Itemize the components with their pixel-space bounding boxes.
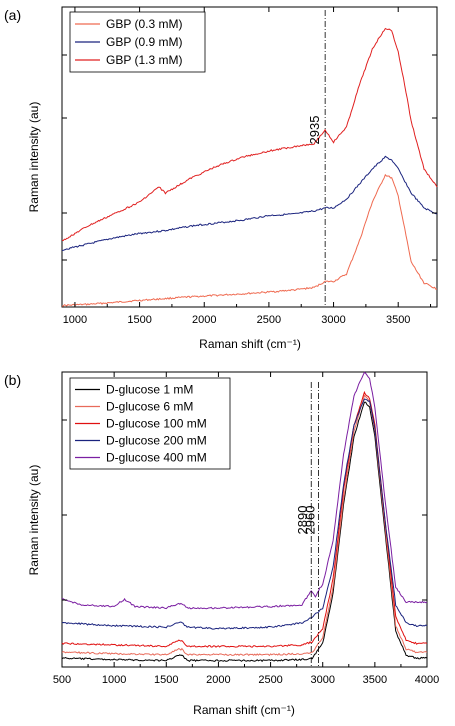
panel-a-x-ticks: 1000 1500 2000 2500 3000 3500	[63, 7, 432, 326]
panel-b-series-line-4	[61, 398, 428, 630]
panel-b-x-axis-label: Raman shift (cm⁻¹)	[193, 703, 295, 717]
panel-a-series-line-1	[62, 173, 438, 307]
panel-b-x-tick-label: 2500	[258, 674, 282, 686]
panel-b-legend-entry: D-glucose 1 mM	[106, 383, 193, 397]
panel-a-y-axis-label: Raman intensity (au)	[27, 102, 41, 213]
panel-a-legend-entry: GBP (1.3 mM)	[106, 53, 182, 67]
panel-b-x-tick-label: 3000	[310, 674, 334, 686]
panel-a-annotation-label-2935: 2935	[307, 116, 322, 145]
panel-a-y-ticks	[62, 54, 437, 261]
panel-b-series-line-5	[61, 371, 428, 610]
panel-b-label: (b)	[4, 372, 21, 388]
panel-a-series-group	[61, 27, 438, 307]
panel-b-series-line-2	[61, 394, 428, 657]
panel-b-x-ticks: 500 1000 1500 2000 2500 3000 3500 4000	[53, 372, 439, 686]
panel-a-legend-entry: GBP (0.3 mM)	[106, 17, 182, 31]
panel-b-x-tick-label: 2000	[206, 674, 230, 686]
panel-a-series-line-3	[61, 27, 438, 242]
panel-b-y-axis-label: Raman intensity (au)	[27, 465, 41, 576]
panel-b-x-tick-label: 1500	[154, 674, 178, 686]
panel-b-y-ticks	[62, 419, 427, 601]
panel-b-legend-entry: D-glucose 6 mM	[106, 400, 193, 414]
panel-a-x-tick-label: 3500	[386, 314, 410, 326]
panel-a-x-tick-label: 2500	[257, 314, 281, 326]
panel-b-legend-entry: D-glucose 400 mM	[106, 451, 207, 465]
panel-a-plot-frame	[61, 6, 438, 308]
panel-a-x-axis-label: Raman shift (cm⁻¹)	[199, 337, 301, 351]
panel-a: (a) 2935 1000 1500 2000 2500 3000 3500 Raman …	[4, 6, 438, 351]
panel-a-x-tick-label: 1500	[127, 314, 151, 326]
panel-b-series-line-3	[61, 390, 428, 648]
panel-a-x-tick-label: 1000	[63, 314, 87, 326]
panel-b-series-group	[61, 371, 428, 663]
panel-a-series-line-2	[61, 155, 438, 251]
panel-b-series-line-1	[61, 401, 428, 663]
panel-a-x-tick-label: 3000	[321, 314, 345, 326]
panel-b-legend: D-glucose 1 mM D-glucose 6 mM D-glucose 10…	[69, 377, 231, 470]
panel-b-legend-entry: D-glucose 200 mM	[106, 434, 207, 448]
panel-b-x-tick-label: 4000	[415, 674, 439, 686]
panel-b-legend-entry: D-glucose 100 mM	[106, 417, 207, 431]
panel-b-annotation-label-2890: 2890	[295, 506, 310, 535]
panel-b-x-tick-label: 3500	[363, 674, 387, 686]
panel-b-annotation-label-2960: 2960	[303, 506, 318, 535]
panel-a-legend: GBP (0.3 mM) GBP (0.9 mM) GBP (1.3 mM)	[69, 11, 206, 73]
panel-b-x-tick-label: 1000	[102, 674, 126, 686]
panel-a-label: (a)	[4, 7, 21, 23]
panel-a-legend-entry: GBP (0.9 mM)	[106, 35, 182, 49]
panel-a-annotations: 2935	[307, 10, 326, 307]
panel-b-x-tick-label: 500	[53, 674, 71, 686]
panel-a-x-tick-label: 2000	[192, 314, 216, 326]
